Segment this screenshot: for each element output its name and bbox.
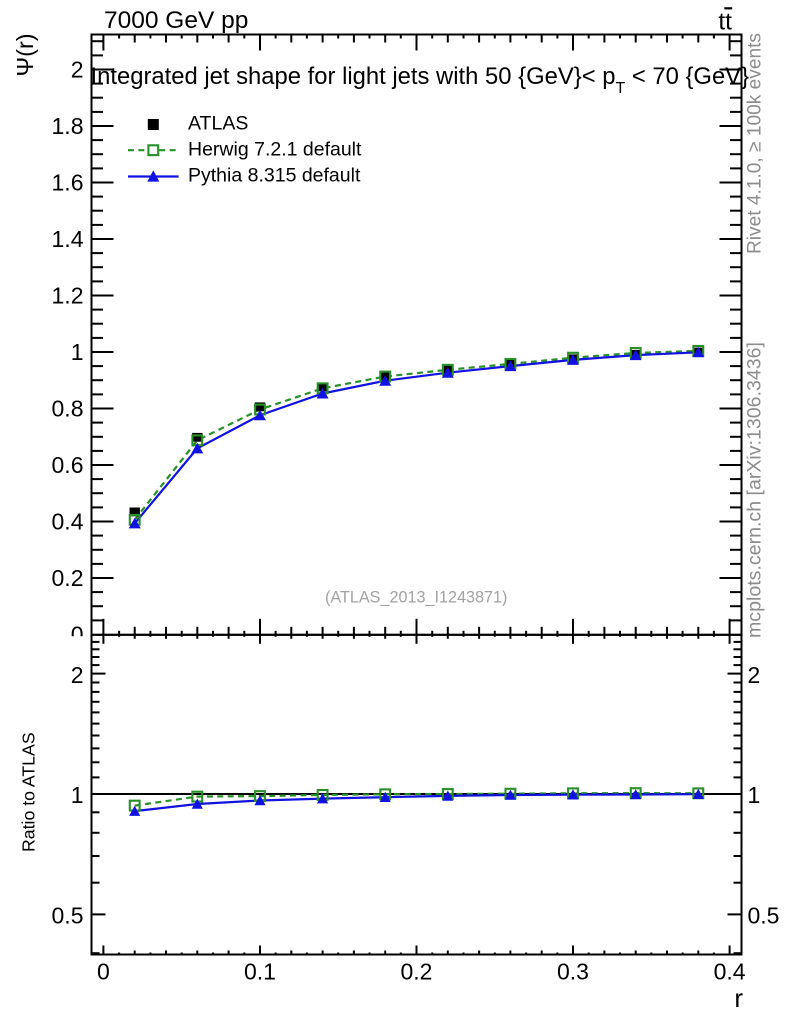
svg-text:mcplots.cern.ch [arXiv:1306.34: mcplots.cern.ch [arXiv:1306.3436]	[744, 342, 766, 638]
svg-text:Ratio to ATLAS: Ratio to ATLAS	[19, 732, 39, 852]
svg-text:1.8: 1.8	[52, 113, 84, 139]
svg-text:Ψ(r): Ψ(r)	[12, 33, 38, 76]
svg-text:2: 2	[748, 662, 761, 688]
svg-text:0: 0	[71, 622, 84, 648]
svg-text:0.5: 0.5	[748, 903, 780, 929]
svg-text:0.8: 0.8	[52, 396, 84, 422]
svg-text:r: r	[734, 983, 743, 1013]
svg-text:Pythia 8.315 default: Pythia 8.315 default	[188, 165, 361, 187]
svg-text:2: 2	[71, 57, 84, 83]
svg-text:0: 0	[97, 959, 110, 985]
svg-text:0.4: 0.4	[714, 959, 746, 985]
svg-text:0.6: 0.6	[52, 452, 84, 478]
svg-text:1.2: 1.2	[52, 283, 84, 309]
svg-text:1.4: 1.4	[52, 226, 84, 252]
svg-text:Rivet 4.1.0, ≥ 100k events: Rivet 4.1.0, ≥ 100k events	[745, 33, 766, 254]
svg-text:0.5: 0.5	[52, 903, 84, 929]
svg-text:0.4: 0.4	[52, 509, 84, 535]
svg-text:ATLAS: ATLAS	[188, 113, 248, 135]
svg-text:1: 1	[71, 782, 84, 808]
svg-text:1.6: 1.6	[52, 170, 84, 196]
svg-text:7000 GeV pp: 7000 GeV pp	[104, 7, 248, 34]
svg-text:1: 1	[71, 339, 84, 365]
svg-text:0.2: 0.2	[52, 565, 84, 591]
svg-text:2: 2	[71, 662, 84, 688]
svg-text:Herwig 7.2.1 default: Herwig 7.2.1 default	[188, 139, 362, 161]
svg-text:0.3: 0.3	[557, 959, 589, 985]
svg-text:1: 1	[748, 782, 761, 808]
svg-text:(ATLAS_2013_I1243871): (ATLAS_2013_I1243871)	[325, 589, 507, 607]
svg-text:0.2: 0.2	[401, 959, 433, 985]
svg-text:0.1: 0.1	[244, 959, 276, 985]
svg-text:tt: tt	[718, 9, 732, 36]
